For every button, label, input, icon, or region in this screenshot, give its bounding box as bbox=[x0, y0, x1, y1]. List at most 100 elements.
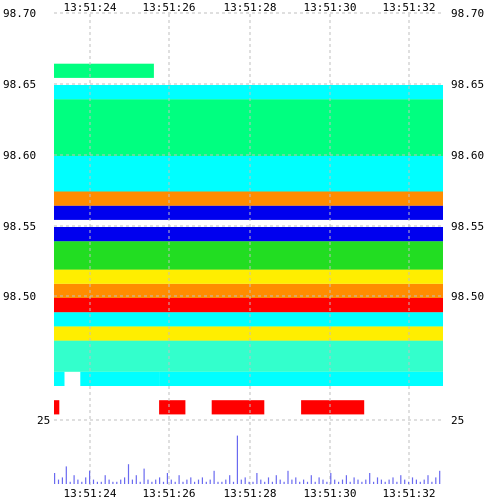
volume-bar bbox=[69, 481, 71, 484]
volume-bar bbox=[310, 475, 312, 484]
y-tick-label-right: 98.65 bbox=[451, 78, 484, 91]
volume-bar bbox=[139, 481, 141, 484]
volume-bar bbox=[166, 473, 168, 484]
x-tick-label-bottom: 13:51:26 bbox=[143, 487, 196, 500]
heatmap-cell bbox=[159, 371, 443, 386]
volume-bar bbox=[159, 477, 161, 484]
volume-bar bbox=[353, 477, 355, 484]
volume-bar bbox=[264, 481, 266, 484]
volume-bar bbox=[411, 477, 414, 484]
volume-bar bbox=[112, 481, 114, 484]
x-tick-label-top: 13:51:26 bbox=[143, 1, 196, 14]
volume-bar bbox=[431, 481, 433, 484]
x-tick-label-top: 13:51:28 bbox=[224, 1, 277, 14]
heatmap-cell bbox=[301, 400, 365, 415]
y-tick-label-right: 98.50 bbox=[451, 290, 484, 303]
volume-bar bbox=[396, 481, 398, 484]
volume-bar bbox=[400, 475, 402, 484]
heatmap-cell bbox=[54, 283, 443, 298]
y-tick-label-right: 98.70 bbox=[451, 7, 484, 20]
axis-labels: 13:51:24 13:51:26 13:51:28 13:51:30 13:5… bbox=[3, 1, 484, 500]
volume-bar bbox=[349, 481, 351, 484]
volume-bar bbox=[116, 481, 118, 484]
volume-bar bbox=[85, 477, 87, 484]
volume-bar bbox=[338, 481, 340, 484]
y-tick-label-right: 98.55 bbox=[451, 220, 484, 233]
volume-bar bbox=[341, 479, 344, 484]
x-tick-label-bottom: 13:51:32 bbox=[383, 487, 436, 500]
volume-bar bbox=[127, 464, 130, 484]
y-tick-label-left: 98.50 bbox=[3, 290, 36, 303]
volume-bar bbox=[151, 481, 153, 484]
volume-bar bbox=[408, 481, 410, 484]
volume-bar bbox=[279, 479, 281, 484]
volume-bar bbox=[96, 481, 98, 484]
volume-bar bbox=[221, 481, 223, 484]
heatmap-cell bbox=[54, 156, 443, 192]
heatmap-cell bbox=[54, 326, 443, 341]
heatmap-cell bbox=[211, 400, 265, 415]
volume-bar bbox=[357, 479, 359, 484]
volume-bar bbox=[295, 477, 297, 484]
volume-bar bbox=[100, 481, 102, 484]
volume-bar bbox=[322, 479, 324, 484]
heatmap-cell bbox=[80, 371, 160, 386]
volume-bar bbox=[415, 479, 417, 484]
volume-bar bbox=[244, 477, 246, 484]
volume-bar bbox=[314, 481, 316, 484]
volume-bar bbox=[271, 481, 273, 484]
volume-bar bbox=[330, 473, 332, 484]
volume-bar bbox=[54, 473, 56, 484]
volume-bar bbox=[194, 481, 196, 484]
volume-bar bbox=[77, 479, 79, 484]
heatmap-cell bbox=[54, 312, 443, 327]
volume-bar bbox=[260, 479, 262, 484]
volume-bar bbox=[248, 481, 250, 484]
volume-bar bbox=[209, 479, 211, 484]
volume-bar bbox=[174, 481, 176, 484]
y-tick-label-left: 98.65 bbox=[3, 78, 36, 91]
volume-bar bbox=[376, 477, 379, 484]
heatmap-cell bbox=[54, 99, 443, 156]
volume-bar bbox=[182, 481, 184, 484]
heatmap-cell bbox=[54, 205, 443, 220]
volume-bar bbox=[178, 475, 180, 484]
volume-bar bbox=[369, 473, 371, 484]
volume-bar bbox=[190, 477, 192, 484]
volume-bar bbox=[275, 475, 277, 484]
x-tick-label-bottom: 13:51:30 bbox=[304, 487, 357, 500]
grid-lines bbox=[54, 12, 443, 485]
volume-bar bbox=[217, 481, 219, 484]
volume-bar bbox=[334, 479, 336, 484]
heatmap-cell bbox=[54, 340, 443, 372]
volume-bar bbox=[345, 475, 347, 484]
volume-bar bbox=[283, 481, 285, 484]
volume-bar bbox=[299, 481, 301, 484]
y-tick-label-left: 98.60 bbox=[3, 149, 36, 162]
volume-bar bbox=[291, 479, 293, 484]
volume-bar bbox=[170, 479, 172, 484]
volume-bar bbox=[423, 479, 425, 484]
heatmap-cell bbox=[54, 191, 443, 206]
heatmap-cell bbox=[54, 269, 443, 284]
volume-bar bbox=[186, 479, 188, 484]
x-tick-label-bottom: 13:51:28 bbox=[224, 487, 277, 500]
volume-bar bbox=[388, 479, 390, 484]
volume-bar bbox=[57, 479, 60, 484]
volume-bar bbox=[361, 481, 363, 484]
x-tick-label-top: 13:51:32 bbox=[383, 1, 436, 14]
volume-tick-label-right: 25 bbox=[451, 414, 464, 427]
volume-bar bbox=[306, 481, 309, 484]
volume-bar bbox=[104, 475, 106, 484]
heatmap-plot-area bbox=[54, 63, 443, 415]
x-tick-label-top: 13:51:30 bbox=[304, 1, 357, 14]
x-tick-label-bottom: 13:51:24 bbox=[64, 487, 117, 500]
volume-bar bbox=[61, 477, 63, 484]
volume-bar bbox=[108, 479, 110, 484]
volume-bar bbox=[232, 481, 235, 484]
volume-bar bbox=[73, 475, 75, 484]
volume-bar bbox=[287, 470, 289, 484]
x-tick-label-top: 13:51:24 bbox=[64, 1, 117, 14]
volume-bar bbox=[404, 479, 406, 484]
